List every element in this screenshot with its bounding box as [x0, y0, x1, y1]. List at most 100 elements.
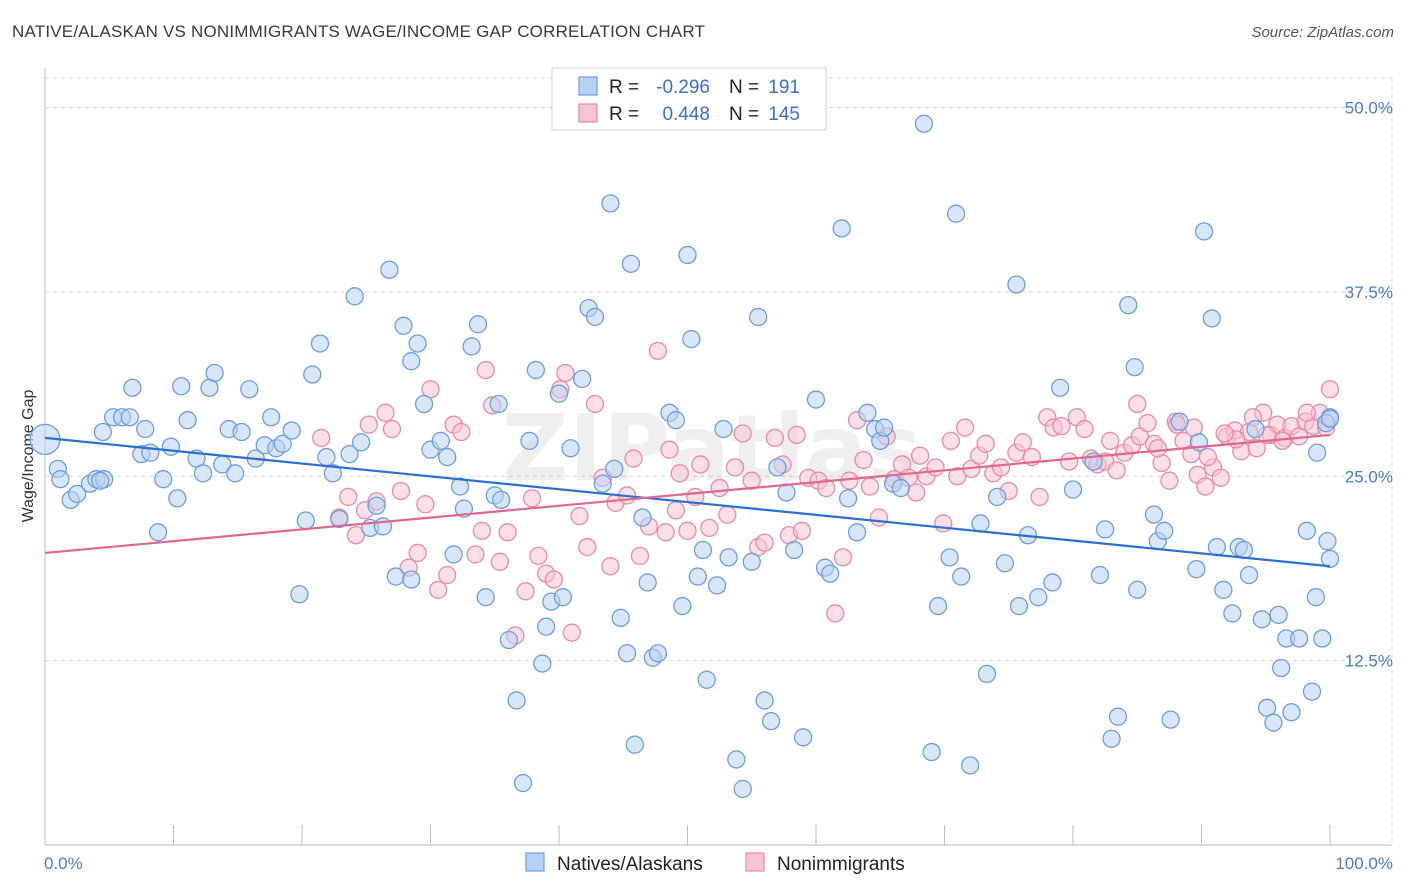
pink-point — [452, 422, 471, 442]
blue-point — [154, 470, 173, 489]
blue-point — [1297, 521, 1317, 540]
pink-point — [585, 394, 605, 414]
blue-point — [1320, 549, 1340, 568]
blue-point — [489, 394, 508, 414]
blue-point — [946, 204, 966, 223]
blue-point — [1119, 295, 1138, 315]
blue-point — [922, 742, 941, 762]
pink-point — [869, 508, 889, 527]
blue-point — [492, 490, 511, 510]
blue-point — [621, 254, 641, 274]
blue-point — [1308, 443, 1327, 462]
blue-point — [1223, 604, 1242, 623]
blue-point — [444, 545, 463, 564]
pink-point — [733, 424, 752, 443]
blue-point — [832, 219, 851, 238]
pink-point — [556, 363, 575, 383]
blue-point — [438, 447, 457, 467]
blue-point — [1246, 419, 1265, 439]
pink-point — [854, 450, 873, 470]
blue-point — [91, 471, 110, 490]
pink-point — [570, 506, 589, 526]
blue-point — [476, 588, 495, 607]
pink-point — [382, 419, 402, 439]
blue-point — [507, 691, 526, 710]
blue-point — [749, 307, 768, 327]
blue-point — [952, 567, 971, 586]
pink-point — [624, 449, 643, 468]
pink-point — [476, 360, 495, 380]
blue-point — [1170, 412, 1189, 431]
pink-point — [516, 582, 535, 601]
pink-point — [1013, 433, 1033, 452]
legend-r-label: R = — [609, 77, 639, 98]
pink-point — [391, 481, 411, 501]
blue-point — [806, 390, 826, 409]
blue-point — [367, 496, 386, 515]
pink-point — [1030, 487, 1049, 507]
blue-point — [1194, 222, 1214, 241]
blue-point — [666, 411, 686, 430]
legend-r-value: -0.296 — [656, 77, 710, 98]
blue-point — [431, 431, 450, 451]
legend-box: R = -0.296 N = 191 R = 0.448 N = 145 — [551, 67, 827, 131]
pink-point — [955, 418, 975, 437]
blue-bottom-legend-label: Natives/Alaskans — [557, 854, 703, 875]
blue-point — [340, 444, 359, 464]
pink-point — [1128, 394, 1147, 414]
pink-trend-line — [44, 433, 1331, 555]
blue-point — [561, 439, 580, 458]
pink-point — [860, 477, 880, 496]
blue-point — [768, 458, 787, 477]
blue-point — [688, 567, 707, 586]
blue-point — [648, 644, 668, 663]
chart-title: NATIVE/ALASKAN VS NONIMMIGRANTS WAGE/INC… — [12, 22, 706, 41]
pink-point — [787, 425, 806, 445]
blue-point — [1187, 560, 1206, 579]
pink-series-points — [312, 341, 1340, 645]
pink-point — [991, 458, 1011, 477]
blue-point — [961, 756, 980, 775]
blue-point — [1102, 729, 1121, 748]
blue-point — [1252, 610, 1272, 629]
pink-point — [817, 478, 836, 498]
pink-point — [710, 478, 729, 498]
blue-point — [330, 509, 349, 529]
pink-point — [498, 523, 517, 542]
pink-point — [765, 428, 785, 448]
pink-point — [1052, 416, 1071, 436]
blue-point — [1063, 480, 1083, 499]
pink-point — [826, 604, 845, 623]
blue-point — [1029, 588, 1048, 607]
pink-point — [312, 428, 331, 448]
blue-point — [1239, 565, 1259, 585]
blue-point — [874, 418, 894, 437]
blue-point — [394, 316, 413, 335]
pink-point — [438, 565, 457, 585]
blue-point — [928, 596, 948, 616]
blue-point — [585, 307, 605, 327]
blue-point — [971, 514, 990, 533]
blue-point — [777, 483, 796, 502]
blue-point — [323, 464, 342, 483]
blue-point — [1161, 710, 1180, 729]
blue-point — [290, 585, 309, 604]
blue-point — [727, 750, 746, 769]
legend-r-label: R = — [609, 104, 639, 125]
pink-point — [725, 458, 745, 477]
blue-point — [838, 489, 858, 508]
pink-point — [648, 341, 668, 361]
blue-point — [408, 334, 427, 353]
blue-point — [1125, 357, 1144, 377]
pink-point — [578, 537, 597, 557]
y-axis-label: Wage/Income Gap — [20, 390, 37, 523]
x-tick-label-max: 100.0% — [1335, 854, 1393, 873]
blue-point — [914, 114, 934, 133]
blue-point — [638, 573, 657, 592]
blue-point — [148, 523, 168, 542]
pink-point — [1247, 439, 1266, 458]
blue-point — [1318, 532, 1337, 551]
blue-point — [1108, 707, 1128, 726]
blue-point — [240, 380, 259, 399]
